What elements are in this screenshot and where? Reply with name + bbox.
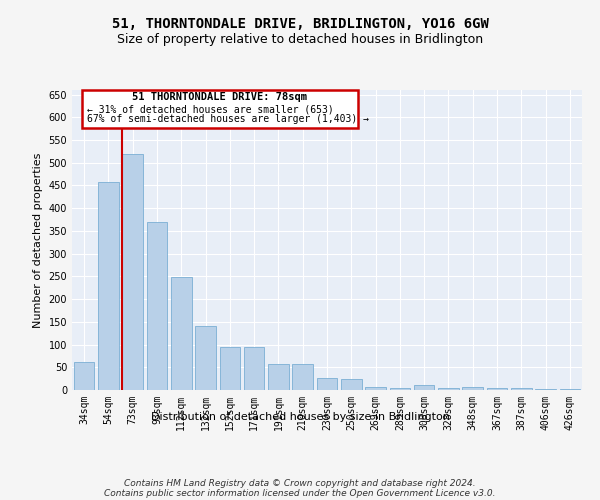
Bar [511, 388, 532, 390]
Bar [292, 364, 313, 390]
Bar [122, 154, 143, 390]
Bar [560, 388, 580, 390]
Text: Size of property relative to detached houses in Bridlington: Size of property relative to detached ho… [117, 32, 483, 46]
Y-axis label: Number of detached properties: Number of detached properties [33, 152, 43, 328]
Bar [341, 378, 362, 390]
Bar [487, 388, 508, 390]
Text: 51 THORNTONDALE DRIVE: 78sqm: 51 THORNTONDALE DRIVE: 78sqm [133, 92, 307, 102]
Bar [317, 378, 337, 390]
Bar [438, 388, 459, 390]
Text: Distribution of detached houses by size in Bridlington: Distribution of detached houses by size … [151, 412, 449, 422]
Bar [244, 347, 265, 390]
Bar [146, 222, 167, 390]
Text: 67% of semi-detached houses are larger (1,403) →: 67% of semi-detached houses are larger (… [88, 114, 370, 124]
Bar [98, 182, 119, 390]
Text: 51, THORNTONDALE DRIVE, BRIDLINGTON, YO16 6GW: 51, THORNTONDALE DRIVE, BRIDLINGTON, YO1… [112, 18, 488, 32]
Text: Contains HM Land Registry data © Crown copyright and database right 2024.: Contains HM Land Registry data © Crown c… [124, 478, 476, 488]
Text: Contains public sector information licensed under the Open Government Licence v3: Contains public sector information licen… [104, 488, 496, 498]
Text: ← 31% of detached houses are smaller (653): ← 31% of detached houses are smaller (65… [88, 104, 334, 115]
Bar [389, 388, 410, 390]
Bar [171, 278, 191, 390]
Bar [414, 386, 434, 390]
Bar [220, 347, 240, 390]
FancyBboxPatch shape [82, 90, 358, 128]
Bar [195, 326, 216, 390]
Bar [268, 364, 289, 390]
Bar [463, 387, 483, 390]
Bar [365, 387, 386, 390]
Bar [535, 388, 556, 390]
Bar [74, 362, 94, 390]
